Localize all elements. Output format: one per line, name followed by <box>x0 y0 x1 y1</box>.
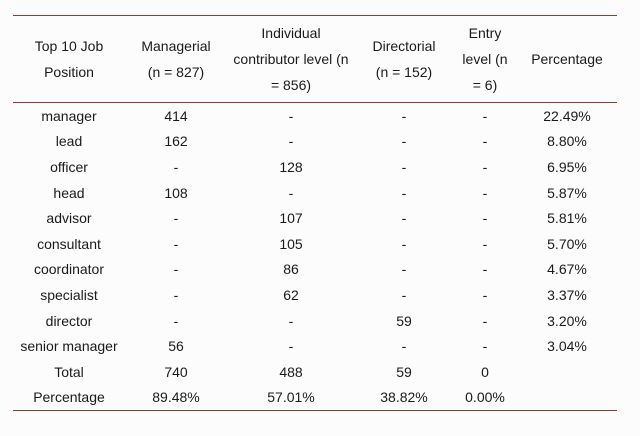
column-header-entry-level: Entry level (n = 6) <box>453 15 517 103</box>
table-cell: - <box>401 261 407 278</box>
row-label: consultant <box>37 235 101 252</box>
table-cell: 107 <box>279 210 303 227</box>
column-header-individual-contributor: Individual contributor level (n = 856) <box>227 15 355 103</box>
table-cell: 59 <box>396 363 412 380</box>
column-header-managerial: Managerial (n = 827) <box>125 15 227 103</box>
row-label: Total <box>54 363 84 380</box>
table-cell: - <box>482 235 488 252</box>
row-label: advisor <box>46 210 92 227</box>
table-cell: - <box>173 312 179 329</box>
table-cell: - <box>288 338 294 355</box>
table-row-percentage: Percentage 89.48% 57.01% 38.82% 0.00% <box>13 385 617 411</box>
table-cell: 56 <box>168 338 184 355</box>
table-cell: - <box>482 133 488 150</box>
table-cell: 162 <box>164 133 188 150</box>
table-cell: 89.48% <box>152 389 200 406</box>
table-row-coordinator: coordinator - 86 - - 4.67% <box>13 257 617 283</box>
row-label: Percentage <box>33 389 105 406</box>
table-cell: 105 <box>279 235 303 252</box>
row-label: coordinator <box>33 261 105 278</box>
table-cell: - <box>401 210 407 227</box>
table-cell: - <box>173 261 179 278</box>
table-cell: 3.20% <box>547 312 587 329</box>
table-cell: - <box>288 184 294 201</box>
table-cell: 4.67% <box>547 261 587 278</box>
table-cell: - <box>482 261 488 278</box>
table-cell: - <box>173 158 179 175</box>
table-row-advisor: advisor - 107 - - 5.81% <box>13 205 617 231</box>
row-label: lead <box>55 133 83 150</box>
column-header-percentage: Percentage <box>517 15 617 103</box>
table-cell: - <box>401 133 407 150</box>
table-cell: - <box>482 158 488 175</box>
table-cell: 62 <box>283 286 299 303</box>
row-label: manager <box>41 107 97 124</box>
table-row-total: Total 740 488 59 0 <box>13 359 617 385</box>
table-body: manager 414 - - - 22.49% lead 162 - - - … <box>13 103 617 411</box>
table-cell: 22.49% <box>543 107 591 124</box>
table-cell: - <box>482 338 488 355</box>
table-cell: - <box>401 286 407 303</box>
table-cell: - <box>288 107 294 124</box>
row-label: specialist <box>40 286 98 303</box>
header-row: Top 10 Job Position Managerial (n = 827)… <box>13 15 617 103</box>
table-cell: - <box>401 338 407 355</box>
table-cell: - <box>173 235 179 252</box>
row-label: director <box>45 312 93 329</box>
table-cell: 0.00% <box>465 389 505 406</box>
table-cell: 57.01% <box>267 389 315 406</box>
table-row-officer: officer - 128 - - 6.95% <box>13 154 617 180</box>
table-cell: - <box>288 312 294 329</box>
table-cell: - <box>482 184 488 201</box>
table-row-senior-manager: senior manager 56 - - - 3.04% <box>13 333 617 359</box>
table-cell: 5.70% <box>547 235 587 252</box>
row-label: senior manager <box>20 338 118 355</box>
table-row-director: director - - 59 - 3.20% <box>13 308 617 334</box>
row-label: head <box>53 184 85 201</box>
table-cell: - <box>173 210 179 227</box>
table-cell: 128 <box>279 158 303 175</box>
table-cell: 38.82% <box>380 389 428 406</box>
table-row-specialist: specialist - 62 - - 3.37% <box>13 282 617 308</box>
table-cell: - <box>401 158 407 175</box>
column-header-job-position: Top 10 Job Position <box>13 15 125 103</box>
table-cell: - <box>173 286 179 303</box>
table-header: Top 10 Job Position Managerial (n = 827)… <box>13 15 617 103</box>
table-cell: 5.81% <box>547 210 587 227</box>
table-row-consultant: consultant - 105 - - 5.70% <box>13 231 617 257</box>
table-cell: 3.04% <box>547 338 587 355</box>
table-cell <box>517 385 617 411</box>
table-cell: 414 <box>164 107 188 124</box>
table-cell: 59 <box>396 312 412 329</box>
table-cell <box>517 359 617 385</box>
table-cell: 86 <box>283 261 299 278</box>
table-cell: - <box>288 133 294 150</box>
table-row-lead: lead 162 - - - 8.80% <box>13 129 617 155</box>
table-cell: 6.95% <box>547 158 587 175</box>
table-cell: 740 <box>164 363 188 380</box>
job-position-table: Top 10 Job Position Managerial (n = 827)… <box>13 15 617 412</box>
table-cell: 488 <box>279 363 303 380</box>
table-cell: - <box>401 184 407 201</box>
table-cell: 108 <box>164 184 188 201</box>
table-cell: 3.37% <box>547 286 587 303</box>
table-cell: 0 <box>481 363 489 380</box>
column-header-directorial: Directorial (n = 152) <box>355 15 453 103</box>
table-cell: - <box>482 286 488 303</box>
table-row-manager: manager 414 - - - 22.49% <box>13 103 617 129</box>
table-cell: - <box>482 210 488 227</box>
table-row-head: head 108 - - - 5.87% <box>13 180 617 206</box>
table-cell: 5.87% <box>547 184 587 201</box>
row-label: officer <box>50 158 88 175</box>
table-cell: - <box>482 312 488 329</box>
table-cell: - <box>401 107 407 124</box>
table-cell: - <box>482 107 488 124</box>
table-cell: 8.80% <box>547 133 587 150</box>
table-cell: - <box>401 235 407 252</box>
